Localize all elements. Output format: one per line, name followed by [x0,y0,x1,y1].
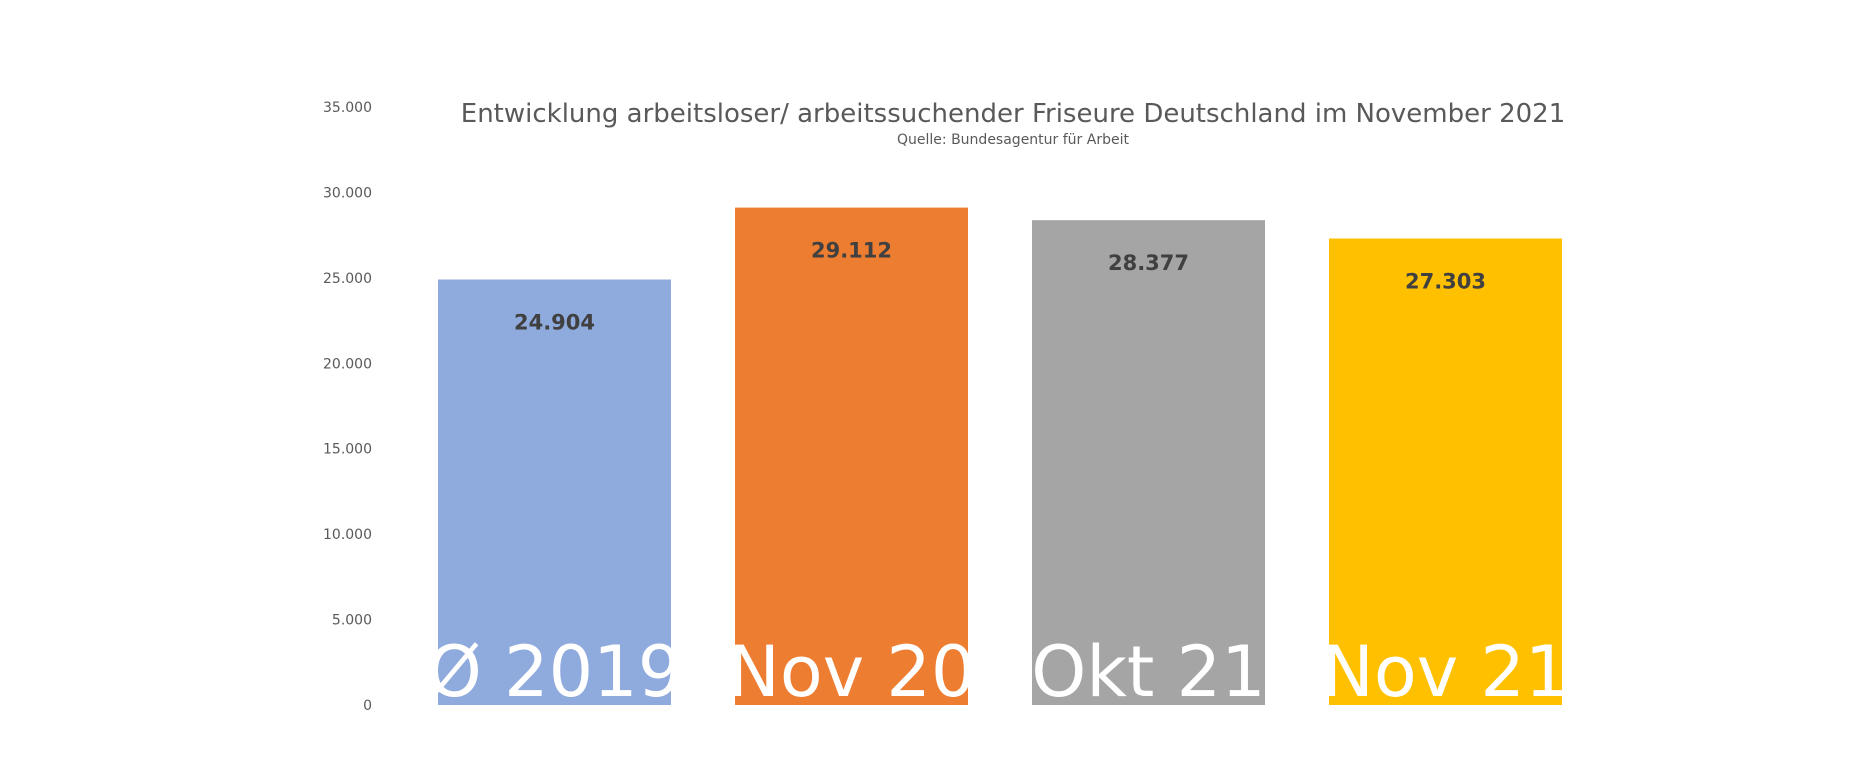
y-axis: 0 5.000 10.000 15.000 20.000 25.000 30.000 35.0… [323,100,372,714]
data-label: 29.112 [811,239,892,263]
value-labels: 24.904 29.112 28.377 27.303 [514,239,1486,335]
bars [438,207,1562,706]
category-label: Nov 20 [728,631,976,713]
data-label: 24.904 [514,310,595,334]
chart-title: Entwicklung arbeitsloser/ arbeitssuchend… [461,99,1565,129]
bar [1032,220,1265,705]
data-label: 27.303 [1405,270,1486,294]
data-label: 28.377 [1108,251,1189,275]
category-labels: Ø 2019 Nov 20 Okt 21 Nov 21 [427,631,1570,713]
y-tick-label: 10.000 [323,527,372,543]
bar [1329,238,1562,706]
bar [735,207,968,705]
bar [438,279,671,705]
y-tick-label: 20.000 [323,356,372,372]
y-tick-label: 15.000 [323,442,372,458]
category-label: Okt 21 [1031,631,1265,713]
category-label: Ø 2019 [427,631,683,713]
y-tick-label: 35.000 [323,100,372,116]
y-tick-label: 25.000 [323,271,372,287]
y-tick-label: 30.000 [323,185,372,201]
category-label: Nov 21 [1322,631,1570,713]
y-tick-label: 5.000 [332,613,372,629]
chart-subtitle: Quelle: Bundesagentur für Arbeit [897,132,1129,148]
y-tick-label: 0 [363,698,372,714]
